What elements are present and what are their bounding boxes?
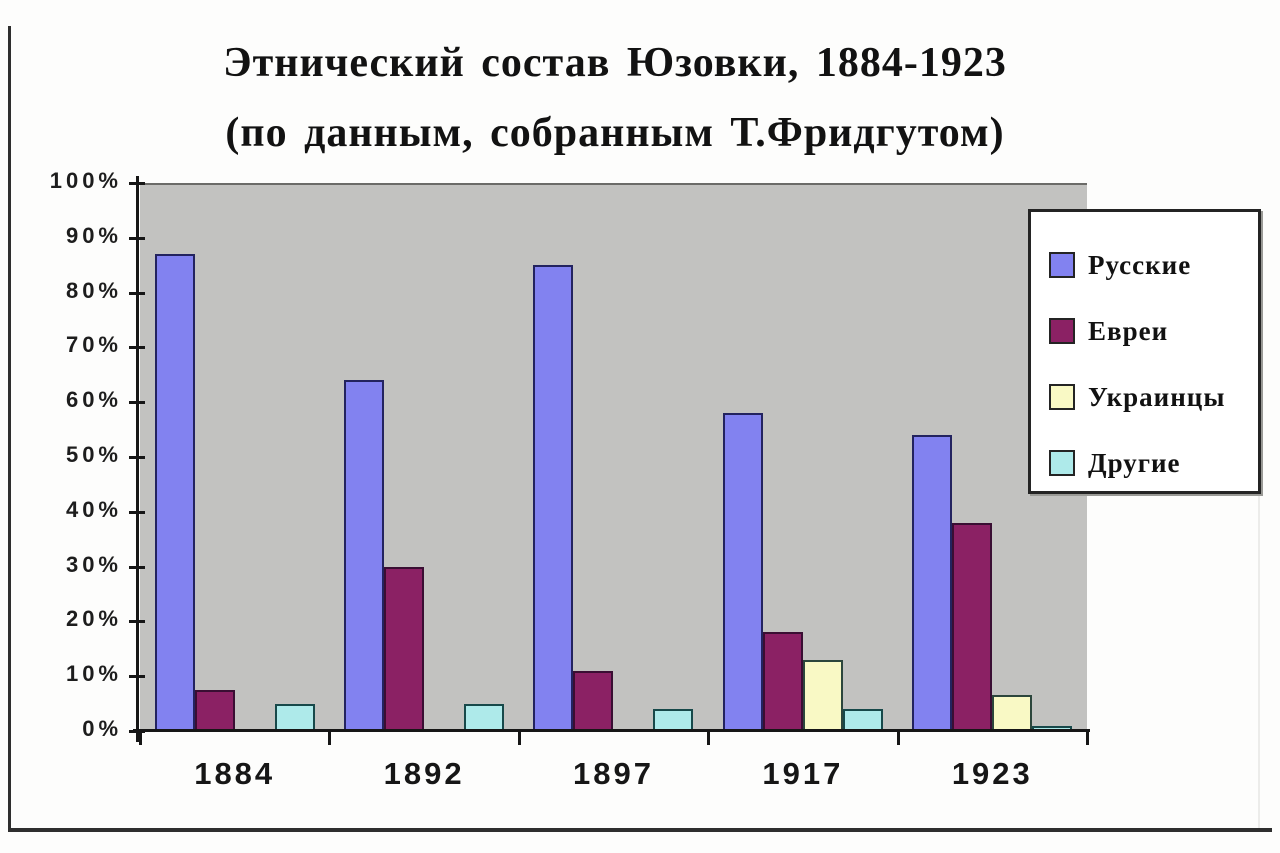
legend-label: Русские (1088, 249, 1192, 280)
y-axis-tick-label: 70% (65, 332, 122, 358)
y-axis-tick (129, 565, 145, 569)
x-axis-tick (139, 730, 142, 745)
bar-group-1897 (519, 183, 708, 731)
bar-1897-Русские (533, 265, 574, 731)
bar-1923-Русские (912, 435, 953, 731)
bar-1917-Другие (842, 709, 883, 731)
page-border-left (8, 26, 11, 832)
x-axis-category-label: 1923 (951, 756, 1033, 791)
y-axis-tick-label: 30% (65, 551, 122, 577)
chart-title-line2: (по данным, собранным Т.Фридгутом) (225, 110, 1005, 156)
y-axis-tick (129, 456, 145, 459)
y-axis-tick-label: 20% (65, 606, 122, 632)
x-axis-tick (707, 730, 711, 745)
bar-1892-Русские (344, 380, 385, 731)
y-axis-tick-label: 60% (65, 387, 122, 413)
y-axis-tick (129, 510, 145, 514)
legend-swatch-icon (1049, 384, 1075, 410)
legend-swatch-icon (1049, 450, 1075, 476)
bar-1892-Другие (464, 703, 505, 731)
x-axis-category-label: 1897 (573, 756, 654, 791)
legend-item-Евреи: Евреи (1031, 298, 1258, 364)
bar-1923-Другие (1032, 725, 1073, 731)
x-axis-category-label: 1917 (762, 756, 844, 791)
legend-box: Русские Евреи Украинцы Другие (1028, 209, 1261, 494)
legend-label: Другие (1088, 447, 1181, 478)
y-axis-tick-label: 10% (65, 661, 122, 687)
bar-1917-Русские (722, 413, 763, 731)
y-axis-tick (129, 346, 145, 350)
x-axis-tick (517, 730, 521, 745)
y-axis-tick-label: 100% (49, 168, 122, 193)
x-axis-line (133, 729, 1090, 732)
bar-1897-Другие (653, 709, 694, 731)
y-axis-tick (129, 620, 145, 624)
x-axis-category-label: 1892 (383, 756, 465, 791)
legend-swatch-icon (1049, 318, 1075, 344)
x-axis-tick (896, 730, 900, 745)
y-axis-tick-label: 50% (65, 442, 122, 467)
legend-item-Украинцы: Украинцы (1031, 364, 1258, 430)
chart-title: Этнический состав Юзовки, 1884-1923 (по … (55, 28, 1175, 168)
bar-group-1892 (329, 183, 518, 731)
y-axis-tick-label: 0% (82, 716, 122, 741)
chart-title-line1: Этнический состав Юзовки, 1884-1923 (223, 40, 1007, 86)
legend-swatch-icon (1049, 252, 1075, 278)
y-axis-tick-label: 90% (65, 222, 122, 248)
page-border-bottom (8, 828, 1272, 832)
y-axis-tick (129, 236, 145, 240)
bar-1917-Евреи (762, 632, 803, 731)
x-axis-tick (1086, 730, 1089, 745)
bar-1892-Евреи (384, 566, 425, 731)
y-axis-tick-label: 80% (65, 277, 122, 303)
y-axis-tick (129, 291, 145, 295)
bar-1897-Евреи (573, 670, 614, 731)
bar-1923-Украинцы (992, 695, 1033, 731)
bar-1923-Евреи (952, 522, 993, 731)
y-axis-tick (129, 675, 145, 679)
legend-item-Русские: Русские (1031, 232, 1258, 298)
legend-label: Евреи (1088, 315, 1169, 346)
y-axis-tick-label: 40% (65, 496, 122, 522)
page-border-right (1258, 493, 1260, 828)
bar-group-1884 (140, 183, 329, 731)
y-axis-line (136, 176, 139, 742)
bar-1884-Другие (274, 703, 315, 731)
legend-item-Другие: Другие (1031, 430, 1258, 496)
x-axis-category-label: 1884 (194, 756, 276, 791)
bar-1884-Русские (154, 254, 195, 731)
x-axis-tick (328, 730, 332, 745)
bar-group-1923 (898, 183, 1087, 731)
legend-label: Украинцы (1088, 381, 1226, 412)
bar-1884-Евреи (194, 689, 235, 731)
bar-group-1917 (708, 183, 897, 731)
bar-1917-Украинцы (802, 659, 843, 731)
y-axis-tick (129, 730, 145, 733)
y-axis-tick (129, 182, 145, 185)
y-axis-tick (129, 401, 145, 405)
